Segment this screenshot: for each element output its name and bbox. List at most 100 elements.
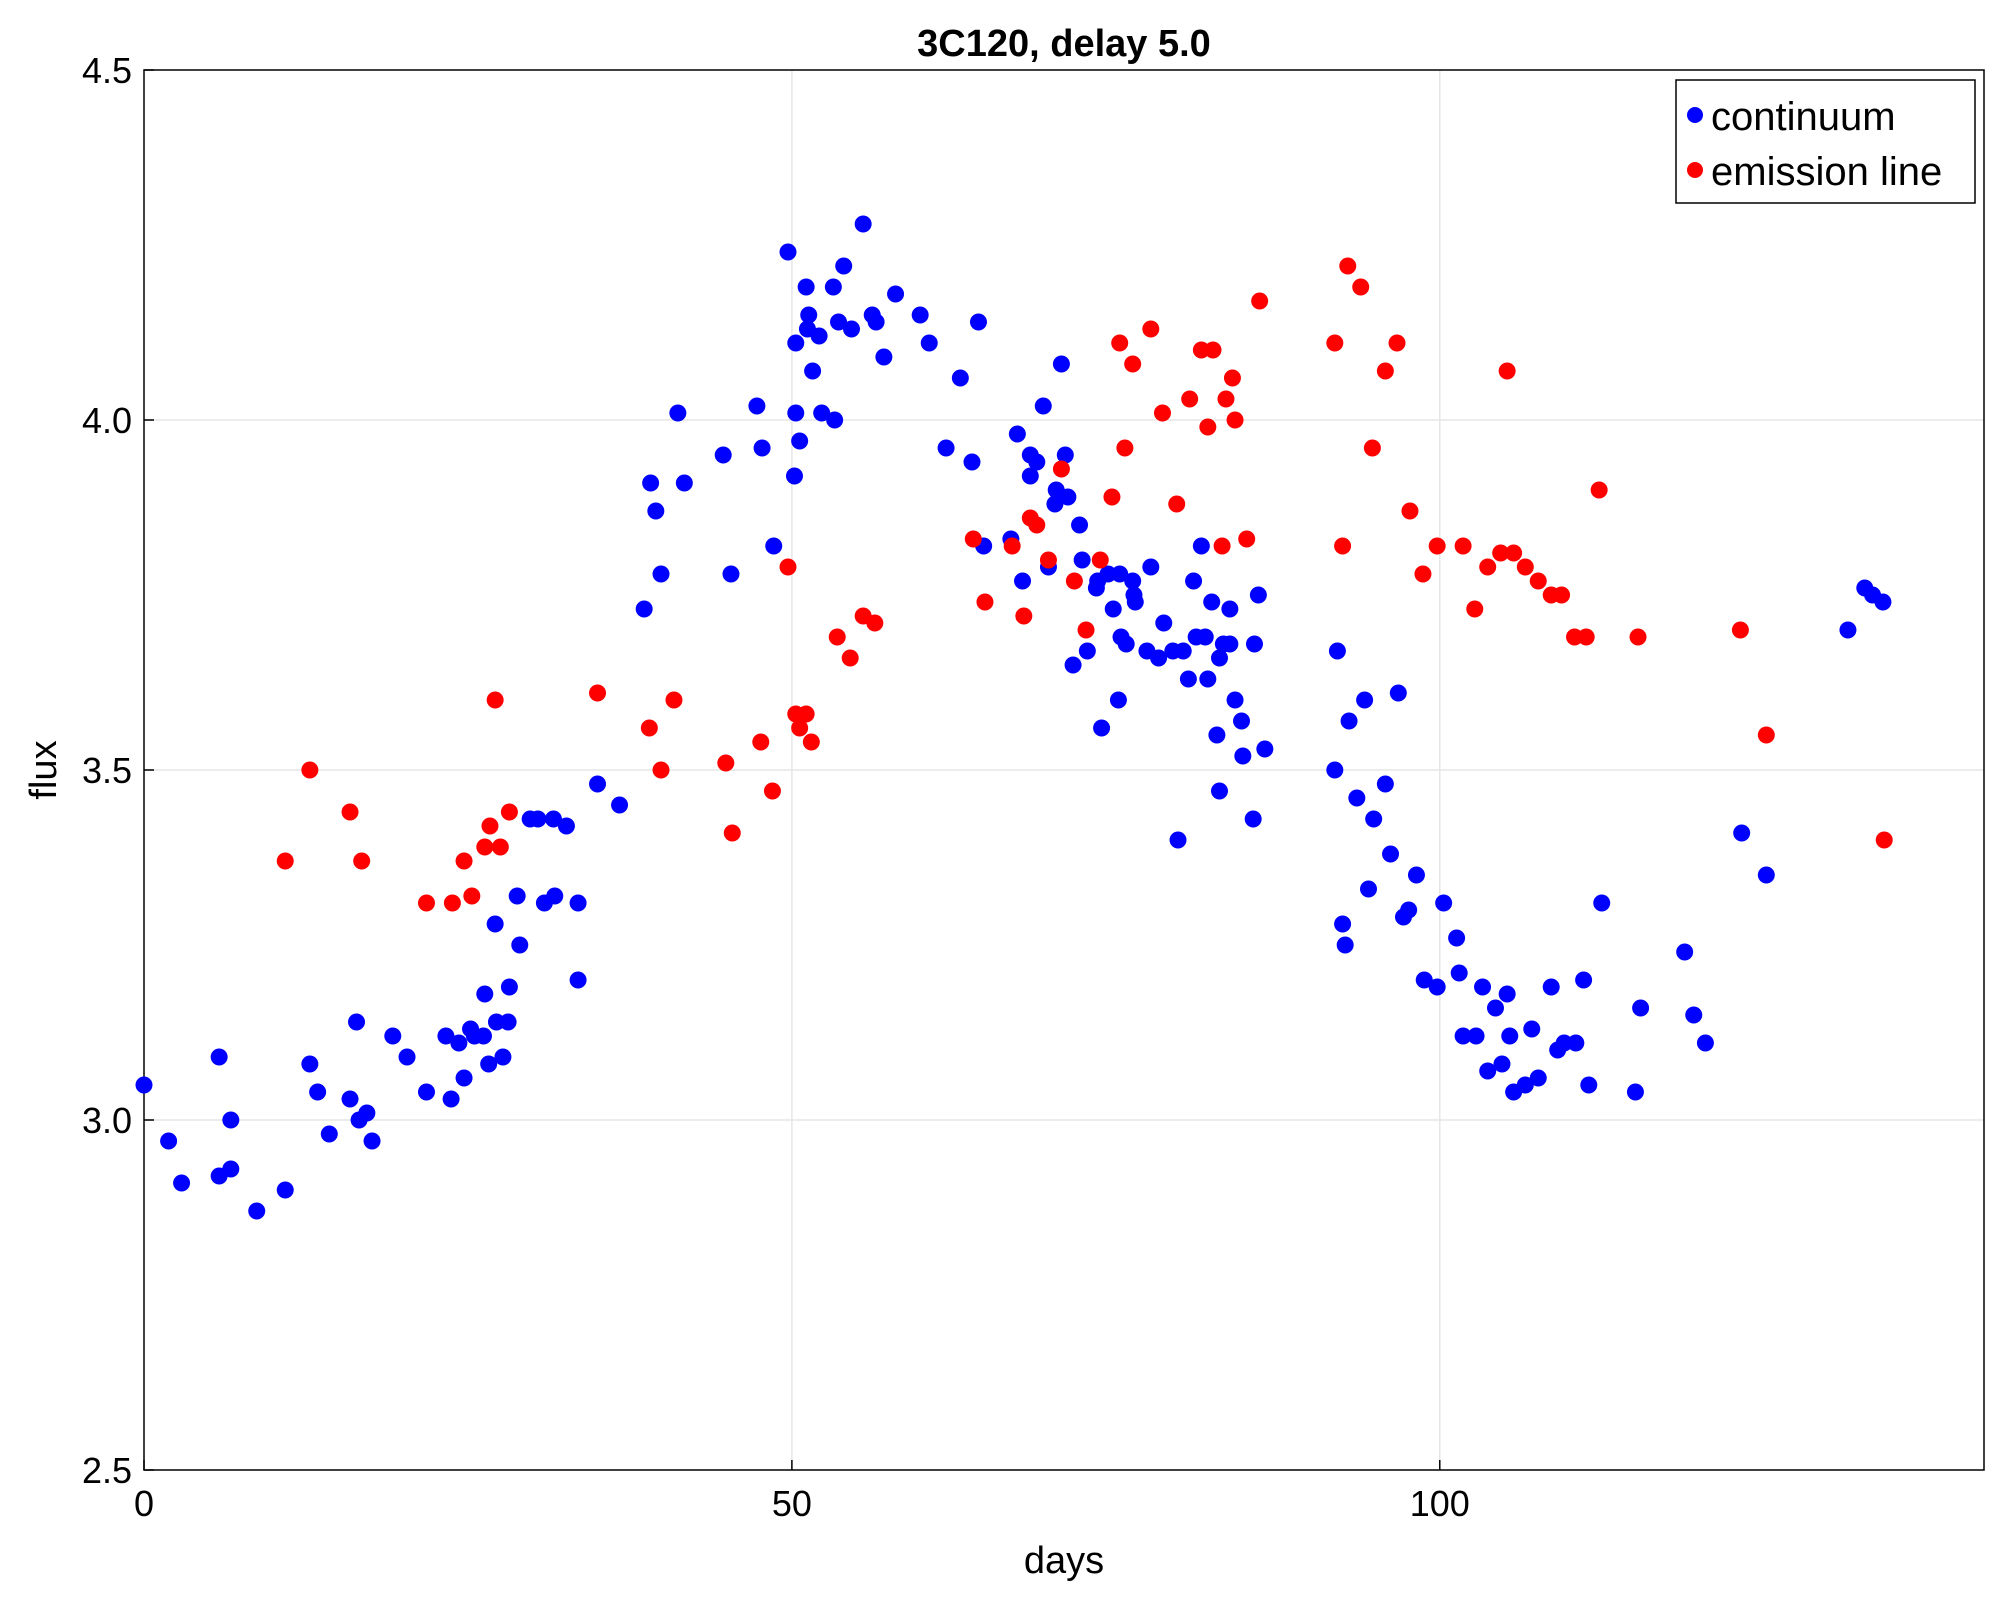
data-point bbox=[1492, 544, 1510, 562]
data-point bbox=[1875, 831, 1893, 849]
data-point bbox=[320, 1125, 338, 1143]
data-point bbox=[1400, 901, 1418, 919]
data-point bbox=[443, 894, 461, 912]
data-point bbox=[1142, 558, 1160, 576]
data-point bbox=[1516, 1076, 1534, 1094]
data-point bbox=[487, 1013, 505, 1031]
data-point bbox=[1103, 488, 1121, 506]
y-axis-title: flux bbox=[23, 740, 65, 799]
data-point bbox=[1415, 971, 1433, 989]
data-point bbox=[1192, 537, 1210, 555]
data-point bbox=[222, 1111, 240, 1129]
data-point bbox=[1493, 1055, 1511, 1073]
data-point bbox=[358, 1104, 376, 1122]
data-point bbox=[442, 1090, 460, 1108]
data-point bbox=[652, 761, 670, 779]
data-point bbox=[765, 537, 783, 555]
legend-marker-continuum bbox=[1687, 107, 1703, 123]
data-point bbox=[494, 1048, 512, 1066]
data-point bbox=[569, 894, 587, 912]
data-point bbox=[652, 565, 670, 583]
data-point bbox=[1407, 866, 1425, 884]
data-point bbox=[1428, 537, 1446, 555]
data-point bbox=[1046, 495, 1064, 513]
data-point bbox=[1213, 537, 1231, 555]
x-axis-title: days bbox=[1024, 1540, 1104, 1582]
x-tick-label: 100 bbox=[1410, 1483, 1470, 1524]
data-point bbox=[1124, 572, 1142, 590]
data-point bbox=[481, 817, 499, 835]
data-point bbox=[1360, 880, 1378, 898]
data-point bbox=[1256, 740, 1274, 758]
data-point bbox=[635, 600, 653, 618]
data-point bbox=[1505, 544, 1523, 562]
data-point bbox=[546, 887, 564, 905]
data-point bbox=[753, 439, 771, 457]
data-point bbox=[455, 852, 473, 870]
data-point bbox=[1435, 894, 1453, 912]
data-point bbox=[417, 894, 435, 912]
data-point bbox=[1204, 341, 1222, 359]
data-point bbox=[1091, 551, 1109, 569]
data-point bbox=[1542, 978, 1560, 996]
data-point bbox=[1696, 1034, 1714, 1052]
data-point bbox=[875, 348, 893, 366]
data-point bbox=[1733, 824, 1751, 842]
data-point bbox=[969, 313, 987, 331]
data-point bbox=[1553, 586, 1571, 604]
data-point bbox=[1590, 481, 1608, 499]
data-point bbox=[1210, 782, 1228, 800]
data-point bbox=[1676, 943, 1694, 961]
data-point bbox=[301, 1055, 319, 1073]
data-point bbox=[841, 649, 859, 667]
data-point bbox=[1365, 810, 1383, 828]
data-point bbox=[1529, 572, 1547, 590]
data-point bbox=[1340, 712, 1358, 730]
data-point bbox=[1039, 551, 1057, 569]
data-point bbox=[1685, 1006, 1703, 1024]
data-point bbox=[1498, 362, 1516, 380]
data-point bbox=[1356, 691, 1374, 709]
data-point bbox=[669, 404, 687, 422]
data-point bbox=[1208, 726, 1226, 744]
data-point bbox=[1567, 1034, 1585, 1052]
data-point bbox=[665, 691, 683, 709]
data-point bbox=[826, 411, 844, 429]
chart-title: 3C120, delay 5.0 bbox=[917, 23, 1211, 65]
data-point bbox=[1111, 334, 1129, 352]
data-points bbox=[135, 215, 1893, 1220]
data-point bbox=[309, 1083, 327, 1101]
data-point bbox=[1021, 467, 1039, 485]
data-point bbox=[1078, 642, 1096, 660]
data-point bbox=[1059, 488, 1077, 506]
data-point bbox=[1593, 894, 1611, 912]
y-tick-label: 2.5 bbox=[82, 1450, 132, 1491]
data-point bbox=[1111, 565, 1129, 583]
data-point bbox=[508, 887, 526, 905]
data-point bbox=[1251, 292, 1269, 310]
data-point bbox=[1245, 635, 1263, 653]
data-point bbox=[1142, 320, 1160, 338]
data-point bbox=[1169, 831, 1187, 849]
data-point bbox=[1580, 1076, 1598, 1094]
data-point bbox=[248, 1202, 266, 1220]
data-point bbox=[1093, 719, 1111, 737]
data-point bbox=[1203, 593, 1221, 611]
data-point bbox=[1015, 607, 1033, 625]
data-point bbox=[1629, 628, 1647, 646]
data-point bbox=[1632, 999, 1650, 1017]
data-point bbox=[1874, 593, 1892, 611]
data-point bbox=[1116, 439, 1134, 457]
data-point bbox=[1498, 985, 1516, 1003]
data-point bbox=[1028, 453, 1046, 471]
data-point bbox=[937, 439, 955, 457]
data-point bbox=[491, 838, 509, 856]
data-point bbox=[222, 1160, 240, 1178]
legend-label-emission-line: emission line bbox=[1711, 150, 1942, 194]
data-point bbox=[1221, 635, 1239, 653]
data-point bbox=[722, 565, 740, 583]
data-point bbox=[1376, 362, 1394, 380]
data-point bbox=[1109, 691, 1127, 709]
data-point bbox=[854, 215, 872, 233]
